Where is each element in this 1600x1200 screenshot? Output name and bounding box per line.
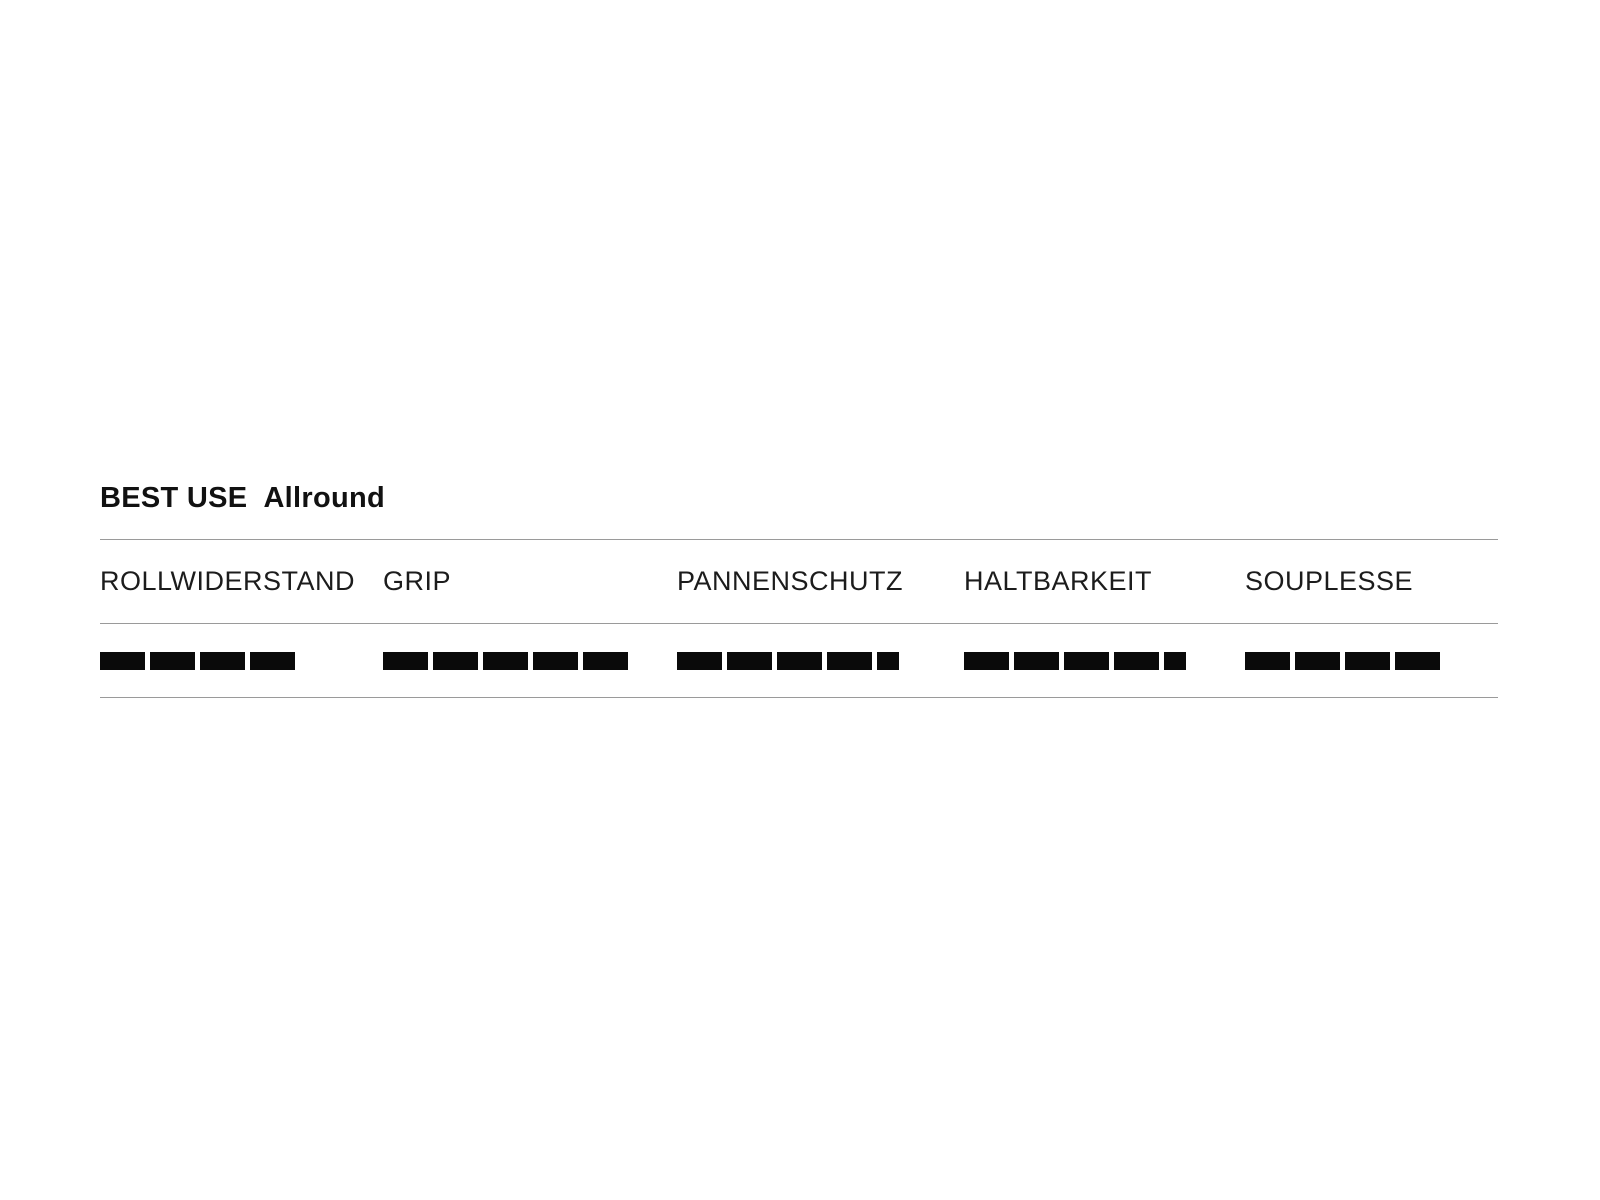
- rating-bars-row: [100, 624, 1498, 697]
- rating-segment-full: [533, 651, 578, 670]
- rating-segment-full: [100, 651, 145, 670]
- rating-segment-full: [964, 651, 1009, 670]
- rating-bar-grip: [383, 624, 677, 697]
- rating-label-haltbarkeit: HALTBARKEIT: [964, 566, 1153, 596]
- rating-segment-full: [1064, 651, 1109, 670]
- rating-segment-full: [200, 651, 245, 670]
- rating-segment-full: [1395, 651, 1440, 670]
- rating-segment-full: [1014, 651, 1059, 670]
- rating-label-souplesse: SOUPLESSE: [1245, 566, 1414, 596]
- rating-segment-full: [483, 651, 528, 670]
- rating-segment-half: [877, 651, 899, 670]
- rating-segment-full: [583, 651, 628, 670]
- rating-segment-full: [677, 651, 722, 670]
- rating-segment-full: [383, 651, 428, 670]
- rating-segment-full: [1245, 651, 1290, 670]
- rating-label-rollwiderstand: ROLLWIDERSTAND: [100, 566, 356, 596]
- rating-label-grip: GRIP: [383, 566, 452, 596]
- rating-segment-full: [150, 651, 195, 670]
- best-use-heading: BEST USE Allround: [100, 481, 1498, 515]
- rating-labels-row: ROLLWIDERSTAND GRIP PANNENSCHUTZ HALTBARKEI…: [100, 540, 1498, 623]
- best-use-label: BEST USE: [100, 482, 248, 514]
- rating-label-pannenschutz: PANNENSCHUTZ: [677, 566, 904, 596]
- rating-segment-full: [1345, 651, 1390, 670]
- best-use-value: Allround: [263, 482, 386, 514]
- rating-segment-half: [1164, 651, 1186, 670]
- divider-middle: [100, 623, 1498, 624]
- rating-segment-full: [1114, 651, 1159, 670]
- rating-segment-full: [433, 651, 478, 670]
- rating-bar-haltbarkeit: [964, 624, 1245, 697]
- rating-bar-rollwiderstand: [100, 624, 383, 697]
- divider-bottom: [100, 697, 1498, 698]
- rating-bar-pannenschutz: [677, 624, 964, 697]
- divider-top: [100, 539, 1498, 540]
- rating-segment-full: [250, 651, 295, 670]
- rating-segment-full: [1295, 651, 1340, 670]
- tire-rating-spec-block: BEST USE Allround ROLLWIDERSTAND GRIP PANNE…: [100, 481, 1498, 698]
- rating-bar-souplesse: [1245, 624, 1498, 697]
- rating-segment-full: [827, 651, 872, 670]
- rating-segment-full: [727, 651, 772, 670]
- rating-segment-full: [777, 651, 822, 670]
